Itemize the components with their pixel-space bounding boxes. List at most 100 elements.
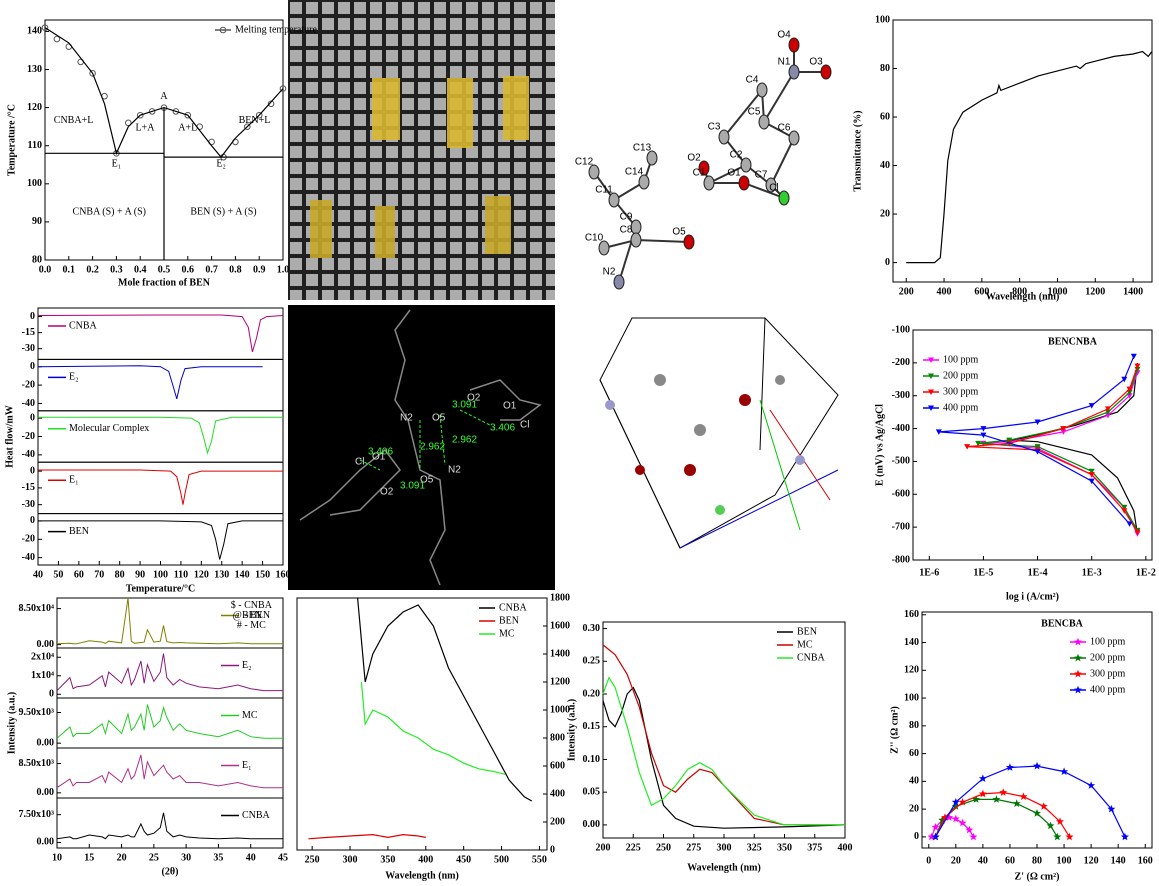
x-tick-label: 0.1 bbox=[63, 264, 76, 275]
atom bbox=[638, 174, 650, 190]
bond bbox=[763, 71, 795, 123]
marker bbox=[1126, 521, 1133, 527]
plot-frame bbox=[892, 19, 1153, 283]
marker bbox=[999, 788, 1008, 796]
x-tick-label: 350 bbox=[777, 842, 792, 853]
x-axis-label: Wavelength (nm) bbox=[986, 291, 1060, 302]
annotation: CNBA (S) + A (S) bbox=[73, 206, 146, 217]
x-tick-label: 1E-5 bbox=[973, 567, 993, 578]
y-axis-label: Intensity (a.u.) bbox=[566, 699, 577, 762]
annotation: # - MC bbox=[237, 620, 266, 631]
y-tick-label: 140 bbox=[904, 637, 919, 648]
x-tick-label: 300 bbox=[343, 854, 358, 865]
x-tick-label: 0.7 bbox=[205, 264, 218, 275]
legend-label: MC bbox=[242, 710, 258, 721]
marker bbox=[964, 444, 971, 450]
marker bbox=[244, 123, 251, 130]
legend-label: BEN bbox=[69, 526, 89, 537]
atom-label: C10 bbox=[585, 233, 604, 244]
series-line bbox=[967, 365, 1138, 533]
marker bbox=[980, 432, 987, 439]
y-tick-label: 110 bbox=[28, 140, 42, 151]
bond-label: O2 bbox=[467, 393, 481, 404]
y-tick-label: 8.50x10⁴ bbox=[19, 603, 55, 614]
x-tick-label: 200 bbox=[596, 842, 611, 853]
bond-label: 3.406 bbox=[368, 447, 393, 458]
y-tick-label: 40 bbox=[880, 160, 890, 171]
y-tick-label: 0.20 bbox=[583, 688, 601, 699]
marker bbox=[1134, 363, 1141, 370]
bond bbox=[723, 89, 763, 138]
x-tick-label: 160 bbox=[1138, 855, 1153, 866]
marker bbox=[1104, 406, 1111, 412]
marker bbox=[1088, 472, 1095, 478]
series-line bbox=[938, 356, 1135, 525]
marker bbox=[980, 426, 987, 432]
marker bbox=[1012, 799, 1021, 807]
atom-label: O5 bbox=[672, 227, 686, 238]
x-tick-label: 0.0 bbox=[39, 264, 52, 275]
y-tick-label: 0 bbox=[30, 412, 35, 423]
atom bbox=[756, 82, 768, 98]
x-axis-label: (2θ) bbox=[162, 866, 179, 877]
atom-label: C9 bbox=[620, 212, 633, 223]
y-tick-label: 80 bbox=[909, 720, 919, 731]
atom bbox=[588, 164, 600, 180]
bond-label: O5 bbox=[420, 475, 434, 486]
y-tick-label: -200 bbox=[892, 357, 910, 368]
annotation: L+A bbox=[135, 122, 155, 133]
y-tick-label: 40 bbox=[909, 776, 919, 787]
marker bbox=[978, 774, 987, 782]
marker bbox=[1088, 403, 1095, 409]
x-tick-label: 0 bbox=[926, 855, 931, 866]
subplot-frame bbox=[56, 747, 284, 799]
x-tick-label: 40 bbox=[246, 852, 256, 863]
legend-label: Molecular Complex bbox=[69, 423, 149, 434]
x-tick-label: 250 bbox=[656, 842, 671, 853]
y-tick-label: 1600 bbox=[550, 620, 570, 631]
marker bbox=[1088, 478, 1095, 485]
series-line bbox=[360, 681, 506, 775]
marker bbox=[148, 108, 156, 115]
legend-label: CNBA bbox=[797, 652, 826, 663]
y-tick-label: 1x10⁴ bbox=[31, 670, 54, 681]
y-tick-label: 0 bbox=[885, 257, 890, 268]
marker bbox=[1104, 409, 1111, 416]
x-tick-label: 45 bbox=[278, 852, 288, 863]
marker bbox=[978, 789, 987, 798]
bond-label: O1 bbox=[503, 401, 517, 412]
y-tick-label: 1000 bbox=[550, 704, 570, 715]
y-tick-label: 100 bbox=[904, 692, 919, 703]
y-tick-label: 1400 bbox=[550, 648, 570, 659]
x-tick-label: 25 bbox=[149, 852, 159, 863]
x-tick-label: 160 bbox=[276, 569, 291, 580]
x-tick-label: 100 bbox=[1057, 855, 1072, 866]
y-tick-label: -40 bbox=[22, 552, 35, 563]
atom-label: C7 bbox=[755, 170, 768, 181]
atom bbox=[703, 175, 715, 191]
atom-label: C2 bbox=[730, 150, 743, 161]
y-tick-label: 0 bbox=[30, 465, 35, 476]
y-tick-label: 0.05 bbox=[583, 786, 601, 797]
x-axis-label: Mole fraction of BEN bbox=[118, 277, 211, 288]
x-axis-label: Z' (Ω cm²) bbox=[1015, 871, 1060, 882]
y-tick-label: 130 bbox=[27, 64, 42, 75]
x-tick-label: 140 bbox=[235, 569, 250, 580]
atom-label: C6 bbox=[778, 123, 791, 134]
marker bbox=[965, 825, 974, 834]
series-line bbox=[38, 416, 283, 455]
y-tick-label: 1200 bbox=[550, 676, 570, 687]
bond-label: 2.962 bbox=[420, 442, 445, 453]
x-tick-label: 550 bbox=[532, 854, 547, 865]
y-tick-label: 80 bbox=[880, 63, 890, 74]
x-axis-label: Temperature/°C bbox=[126, 583, 196, 594]
y-tick-label: 90 bbox=[32, 216, 42, 227]
y-tick-label: 0 bbox=[49, 689, 54, 700]
atom-label: O2 bbox=[687, 153, 701, 164]
bond-label: Cl bbox=[355, 457, 364, 468]
plot-frame bbox=[296, 597, 548, 851]
marker bbox=[931, 823, 940, 831]
marker bbox=[1121, 508, 1128, 514]
bond-label: 2.962 bbox=[452, 435, 477, 446]
marker bbox=[975, 440, 982, 447]
